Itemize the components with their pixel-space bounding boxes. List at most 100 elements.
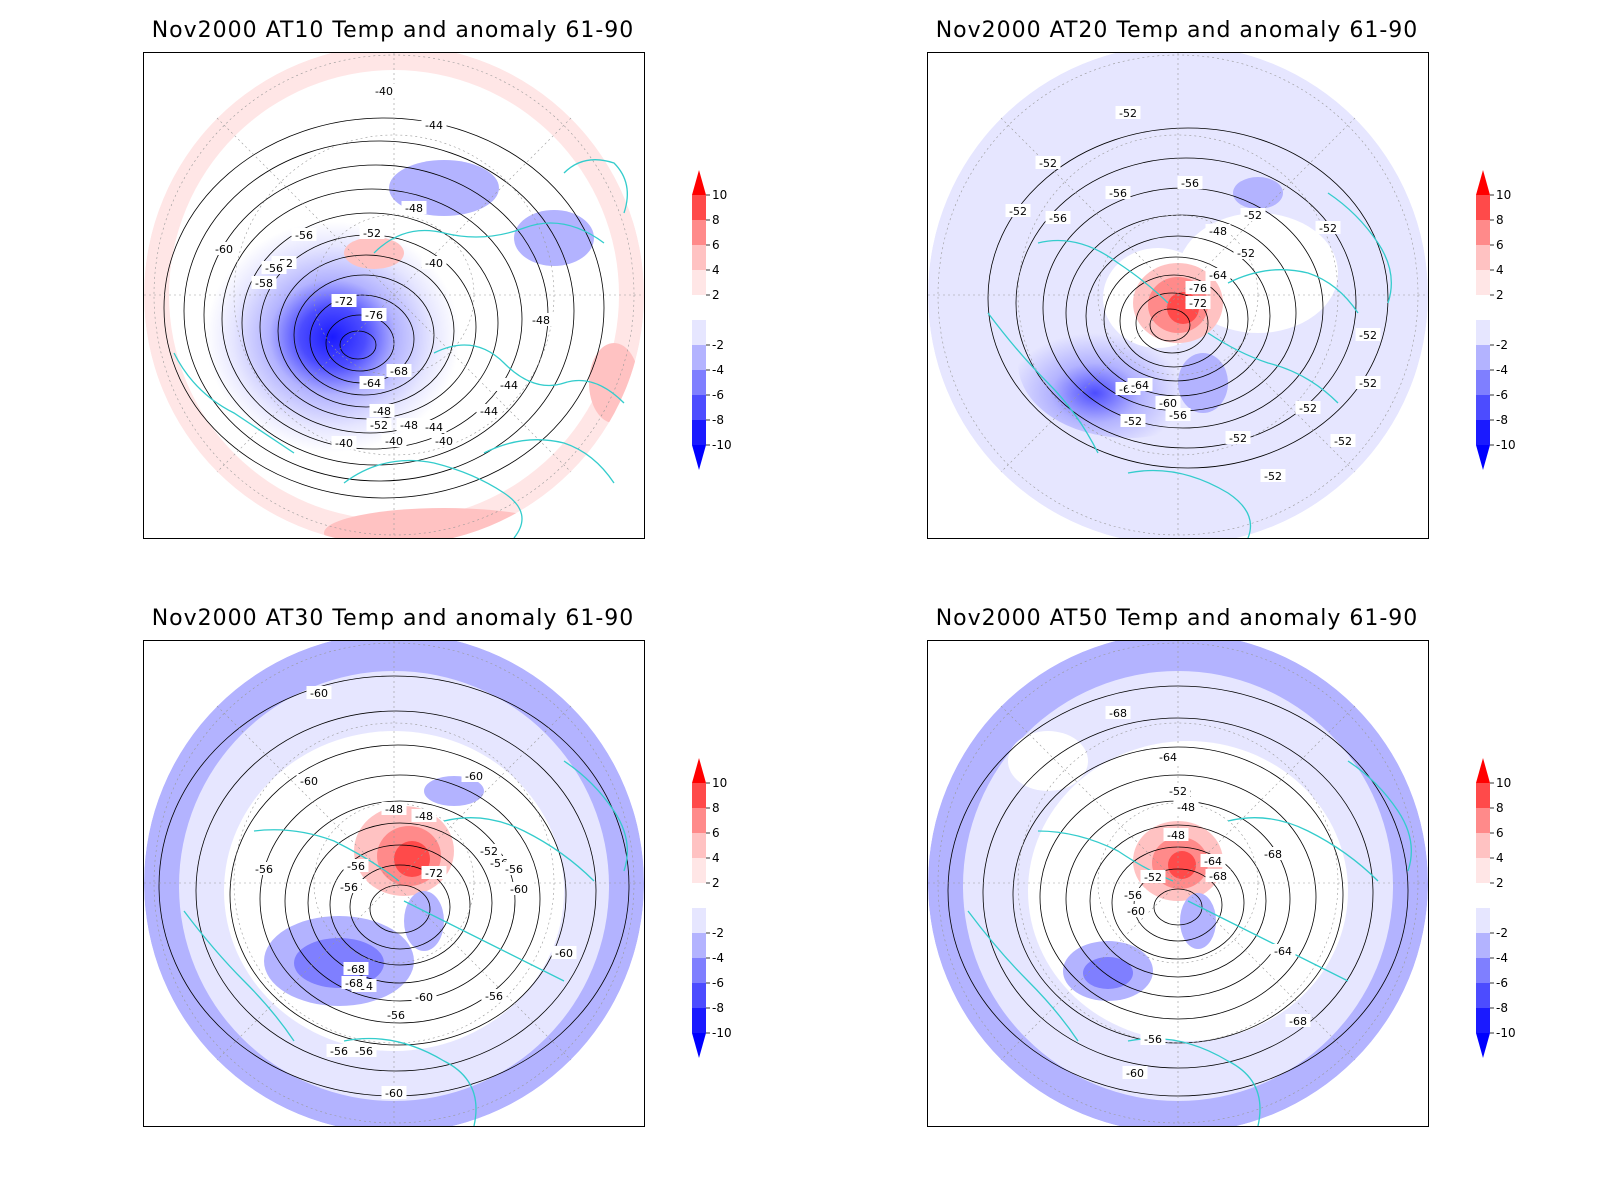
- contour-label-bg: [296, 774, 322, 787]
- contour-label-bg: [1285, 1014, 1311, 1027]
- contour-label: -52: [1169, 785, 1187, 798]
- contour-label-bg: [1270, 944, 1296, 957]
- contour-label-bg: [1155, 750, 1181, 763]
- polar-map: -40-44-48-52-56-60-72-76-68-64-48-52 -48-…: [144, 53, 644, 538]
- colorbar-segment: [1476, 983, 1490, 1008]
- colorbar-label: 6: [712, 238, 720, 252]
- contour-label: -44: [425, 421, 443, 434]
- colorbar-label: -6: [712, 388, 724, 402]
- contour-label-bg: [381, 434, 407, 447]
- contour-label-bg: [1165, 784, 1191, 797]
- contour-label-bg: [386, 364, 412, 377]
- contour-label: -56: [1124, 889, 1142, 902]
- contour-label: -60: [1159, 397, 1177, 410]
- contour-label: -58: [255, 277, 273, 290]
- colorbar-segment: [1476, 295, 1490, 320]
- coastlines: [987, 192, 1392, 538]
- colorbar-segment: [692, 295, 706, 320]
- colorbar-label: 4: [1496, 263, 1504, 277]
- colorbar-segment: [1476, 933, 1490, 958]
- contour-label: -72: [425, 867, 443, 880]
- colorbar-label: -4: [1496, 951, 1508, 965]
- colorbar-segment: [692, 195, 706, 220]
- contour-label: -56: [295, 229, 313, 242]
- contour-label-bg: [1240, 208, 1266, 221]
- colorbar-segment: [692, 1008, 706, 1033]
- contour-label: -64: [1209, 269, 1227, 282]
- colorbar-segment: [692, 395, 706, 420]
- contour-label: -68: [347, 963, 365, 976]
- colorbar-segment: [692, 908, 706, 933]
- contour-label-bg: [336, 880, 362, 893]
- contour-label: -52: [363, 227, 381, 240]
- colorbar-label: -4: [1496, 363, 1508, 377]
- contour-label: -48: [385, 803, 403, 816]
- colorbar-segment: [692, 220, 706, 245]
- contour-label: -56: [1049, 212, 1067, 225]
- contour-label: -48: [405, 202, 423, 215]
- contour-label-bg: [1005, 204, 1031, 217]
- colorbar-segment: [1476, 858, 1490, 883]
- contour-label-bg: [1123, 904, 1149, 917]
- contour-label: -52: [1299, 402, 1317, 415]
- colorbar-label: -10: [712, 438, 732, 452]
- contour-label: -56: [255, 863, 273, 876]
- contour-label: -56: [355, 1045, 373, 1058]
- colorbar: 10 8 6 4 2 -2 -4 -6 -8 -10: [690, 170, 770, 470]
- contour-label: -64: [363, 377, 381, 390]
- colorbar-label: 4: [712, 263, 720, 277]
- contour-label-bg: [251, 276, 277, 289]
- colorbar-label: -2: [712, 926, 724, 940]
- colorbar-label: -2: [712, 338, 724, 352]
- contour-label-bg: [1205, 268, 1231, 281]
- contour-label-bg: [1355, 376, 1381, 389]
- contour-label-bg: [421, 420, 447, 433]
- contour-label: -52: [1124, 415, 1142, 428]
- contour-label: -60: [1126, 1067, 1144, 1080]
- contour-label-bg: [1140, 1032, 1166, 1045]
- graticule: [144, 53, 644, 538]
- colorbar-segment: [1476, 958, 1490, 983]
- contour-label: -44: [500, 379, 518, 392]
- contour-label-bg: [383, 1008, 409, 1021]
- contour-label: -56: [1144, 1033, 1162, 1046]
- contour-label-bg: [1035, 156, 1061, 169]
- graticule: [928, 53, 1428, 538]
- colorbar-segment: [1476, 883, 1490, 908]
- contour-label-bg: [1205, 224, 1231, 237]
- colorbar-segment: [1476, 808, 1490, 833]
- colorbar-segment: [1476, 833, 1490, 858]
- contour-label-bg: [1295, 401, 1321, 414]
- colorbar-label: -6: [712, 976, 724, 990]
- contour-label: -68: [345, 977, 363, 990]
- colorbar-label: 4: [712, 851, 720, 865]
- contour-label: -72: [335, 295, 353, 308]
- colorbar-label: 6: [712, 826, 720, 840]
- contour-label-bg: [1260, 469, 1286, 482]
- contour-label: -52: [1359, 377, 1377, 390]
- colorbar-label: -8: [712, 413, 724, 427]
- contour-label: -52: [1229, 432, 1247, 445]
- colorbar-segment: [1476, 245, 1490, 270]
- contour-label-bg: [351, 1044, 377, 1057]
- colorbar-bottom-triangle: [1476, 445, 1490, 470]
- colorbar: 10 8 6 4 2 -2 -4 -6 -8 -10: [690, 758, 770, 1058]
- colorbar-segment: [1476, 908, 1490, 933]
- contour-label: -56: [1109, 187, 1127, 200]
- contour-label: -56: [1181, 177, 1199, 190]
- contour-labels: -60-60-60-48-48-52-56-60-68-72-52-56-56-…: [251, 686, 577, 1100]
- contour-label-bg: [261, 261, 287, 274]
- contour-label: -56: [330, 1045, 348, 1058]
- contour-label-bg: [343, 859, 369, 872]
- contour-label-bg: [361, 308, 387, 321]
- colorbar-segment: [692, 808, 706, 833]
- panel-title: Nov2000 AT30 Temp and anomaly 61-90: [151, 606, 635, 631]
- contour-label: -60: [510, 883, 528, 896]
- colorbar-label: 6: [1496, 826, 1504, 840]
- colorbar-top-triangle: [692, 170, 706, 195]
- contour-label-bg: [501, 862, 527, 875]
- colorbar-segment: [692, 833, 706, 858]
- contour-label-bg: [496, 378, 522, 391]
- contour-label-bg: [551, 946, 577, 959]
- contour-labels: -68-64-52-48-48-52-56-60-64-68-56-60-68-…: [1105, 706, 1311, 1080]
